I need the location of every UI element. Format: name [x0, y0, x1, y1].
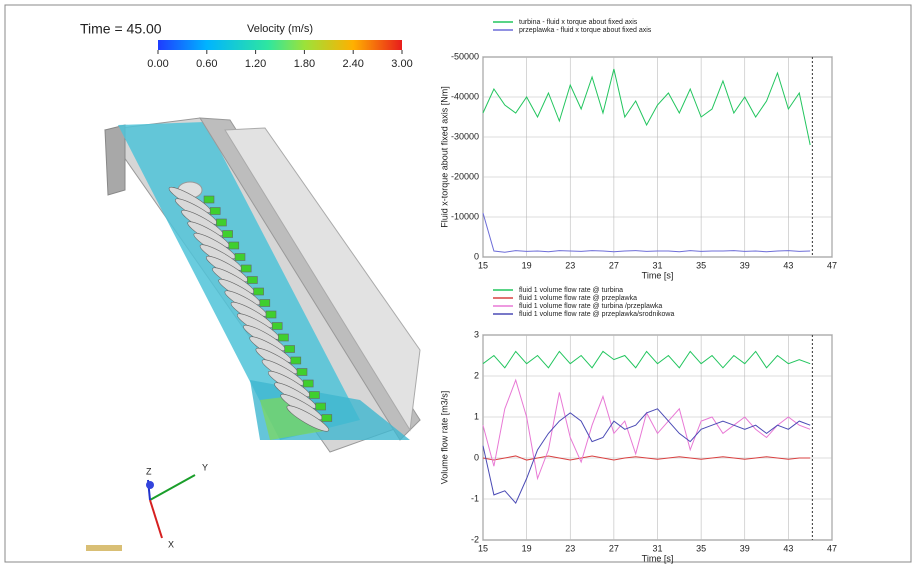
- axis-triad: Z Y X: [86, 462, 208, 551]
- colorbar-title: Velocity (m/s): [247, 23, 313, 35]
- y-tick-label: 1: [474, 411, 479, 421]
- x-tick-label: 43: [783, 543, 793, 553]
- legend-label: fluid 1 volume flow rate @ turbina: [519, 287, 623, 294]
- screw-blade-flow: [266, 311, 276, 318]
- screen: Time = 45.00 Velocity (m/s) Z Y X 0.00 0.…: [0, 0, 917, 567]
- screw-blade-flow: [291, 357, 301, 364]
- y-tick-label: 0: [474, 452, 479, 462]
- screw-blade-flow: [316, 403, 326, 410]
- y-tick-label: 0: [474, 251, 479, 261]
- x-tick-label: 35: [696, 260, 706, 270]
- colorbar-tick-label: 1.80: [294, 58, 315, 70]
- screw-blade-flow: [322, 415, 332, 422]
- x-tick-label: 47: [827, 260, 837, 270]
- colorbar: [158, 40, 402, 50]
- y-tick-label: -40000: [451, 91, 479, 101]
- colorbar-tick-label: 1.20: [245, 58, 266, 70]
- screw-blade-flow: [204, 196, 214, 203]
- colorbar-tick-label: 0.00: [147, 58, 168, 70]
- x-axis-label: Time [s]: [642, 270, 674, 280]
- screw-model: [105, 118, 420, 452]
- colorbar-tick-label: 2.40: [342, 58, 363, 70]
- screw-blade-flow: [254, 288, 264, 295]
- axis-x: X: [168, 539, 174, 549]
- y-tick-label: -2: [471, 534, 479, 544]
- x-tick-label: 31: [652, 260, 662, 270]
- legend-label: turbina - fluid x torque about fixed axi…: [519, 19, 638, 26]
- y-tick-label: -10000: [451, 211, 479, 221]
- colorbar-tick-label: 0.60: [196, 58, 217, 70]
- screw-blade-flow: [247, 277, 257, 284]
- screw-blade-flow: [235, 254, 245, 261]
- x-tick-label: 15: [478, 260, 488, 270]
- legend-label: fluid 1 volume flow rate @ turbina /prze…: [519, 303, 662, 310]
- x-tick-label: 19: [522, 543, 532, 553]
- y-tick-label: -30000: [451, 131, 479, 141]
- screw-blade-flow: [210, 208, 220, 215]
- screw-blade-flow: [303, 380, 313, 387]
- screw-blade-flow: [260, 300, 270, 307]
- screw-blade-flow: [297, 369, 307, 376]
- y-axis-label: Volume flow rate [m3/s]: [439, 391, 449, 485]
- y-tick-label: -50000: [451, 51, 479, 61]
- x-tick-label: 19: [522, 260, 532, 270]
- time-label: Time = 45.00: [80, 21, 162, 37]
- x-tick-label: 27: [609, 260, 619, 270]
- screw-blade-flow: [272, 323, 282, 330]
- y-tick-label: 2: [474, 370, 479, 380]
- screw-blade-flow: [278, 334, 288, 341]
- y-tick-label: -1: [471, 493, 479, 503]
- screw-blade-flow: [285, 346, 295, 353]
- screw-blade-flow: [216, 219, 226, 226]
- x-tick-label: 39: [740, 260, 750, 270]
- x-tick-label: 31: [652, 543, 662, 553]
- y-axis-label: Fluid x-torque about fixed axis [Nm]: [439, 86, 449, 228]
- x-tick-label: 15: [478, 543, 488, 553]
- legend-label: fluid 1 volume flow rate @ przeplawka/sr…: [519, 311, 674, 318]
- x-tick-label: 23: [565, 260, 575, 270]
- legend-label: przeplawka - fluid x torque about fixed …: [519, 27, 652, 34]
- legend-label: fluid 1 volume flow rate @ przeplawka: [519, 295, 637, 302]
- screw-blade-flow: [241, 265, 251, 272]
- screw-blade-flow: [309, 392, 319, 399]
- axis-z: Z: [146, 466, 152, 476]
- x-tick-label: 23: [565, 543, 575, 553]
- x-tick-label: 47: [827, 543, 837, 553]
- x-tick-label: 43: [783, 260, 793, 270]
- colorbar-tick-label: 3.00: [391, 58, 412, 70]
- x-tick-label: 35: [696, 543, 706, 553]
- x-tick-label: 39: [740, 543, 750, 553]
- axis-y: Y: [202, 462, 208, 472]
- screw-blade-flow: [229, 242, 239, 249]
- y-tick-label: -20000: [451, 171, 479, 181]
- screw-blade-flow: [223, 231, 233, 238]
- x-tick-label: 27: [609, 543, 619, 553]
- x-axis-label: Time [s]: [642, 553, 674, 563]
- y-tick-label: 3: [474, 329, 479, 339]
